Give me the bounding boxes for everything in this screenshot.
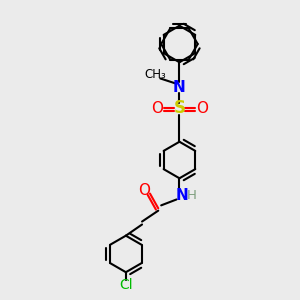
Text: O: O (151, 101, 163, 116)
Text: N: N (176, 188, 188, 203)
Text: N: N (173, 80, 186, 95)
Text: O: O (138, 183, 150, 198)
Text: CH₃: CH₃ (144, 68, 166, 81)
Text: H: H (187, 189, 197, 202)
Text: S: S (173, 100, 185, 118)
Text: O: O (196, 101, 208, 116)
Text: Cl: Cl (119, 278, 133, 292)
